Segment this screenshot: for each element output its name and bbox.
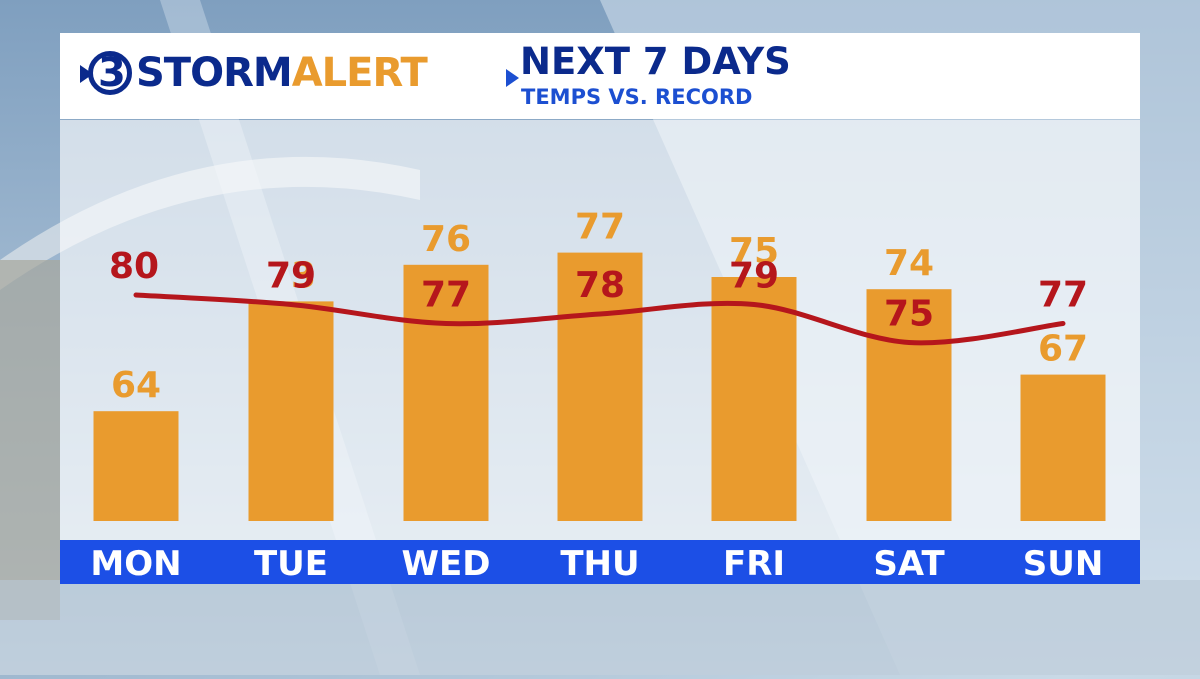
storm-alert-logo: 3 STORMALERT: [80, 45, 580, 107]
arrow-icon: [506, 69, 519, 87]
bar-sat: [866, 289, 952, 521]
header-bar: 3 STORMALERT NEXT 7 DAYS TEMPS VS. RECOR…: [60, 33, 1140, 119]
day-label-fri: FRI: [723, 544, 785, 584]
record-line: [133, 292, 1066, 346]
record-value-label: 77: [1038, 275, 1088, 316]
record-value-label: 77: [421, 275, 471, 316]
bar-tue: [248, 301, 334, 521]
record-value-label: 79: [266, 256, 316, 297]
bar-thu: [557, 252, 643, 521]
page-title: NEXT 7 DAYS: [520, 40, 791, 83]
logo-storm-text: STORM: [136, 50, 293, 96]
day-label-wed: WED: [402, 544, 491, 584]
logo-play-icon: [80, 65, 93, 83]
record-value-label: 79: [729, 256, 779, 297]
page-subtitle: TEMPS VS. RECORD: [521, 85, 753, 109]
logo-wordmark: STORMALERT: [136, 49, 428, 97]
day-label-tue: TUE: [254, 544, 328, 584]
day-label-mon: MON: [90, 544, 181, 584]
bar-wed: [403, 264, 489, 521]
bar-sun: [1020, 374, 1106, 521]
bar-value-label: 75: [729, 231, 779, 272]
bar-value-label: 67: [1038, 329, 1088, 370]
bar-value-label: 73: [266, 255, 316, 296]
bar-value-label: 77: [575, 207, 625, 248]
bar-fri: [711, 277, 797, 521]
bar-value-label: 76: [421, 219, 471, 260]
record-value-label: 80: [109, 246, 159, 287]
day-label-thu: THU: [560, 544, 639, 584]
record-value-label: 75: [884, 294, 934, 335]
bar-value-label: 74: [884, 243, 934, 284]
bar-value-label: 64: [111, 365, 161, 406]
bar-mon: [93, 411, 179, 521]
day-label-sat: SAT: [873, 544, 945, 584]
logo-alert-text: ALERT: [291, 50, 428, 96]
day-label-sun: SUN: [1023, 544, 1104, 584]
logo-number: 3: [98, 50, 126, 96]
record-value-label: 78: [575, 265, 625, 306]
day-label-band: [60, 540, 1140, 584]
